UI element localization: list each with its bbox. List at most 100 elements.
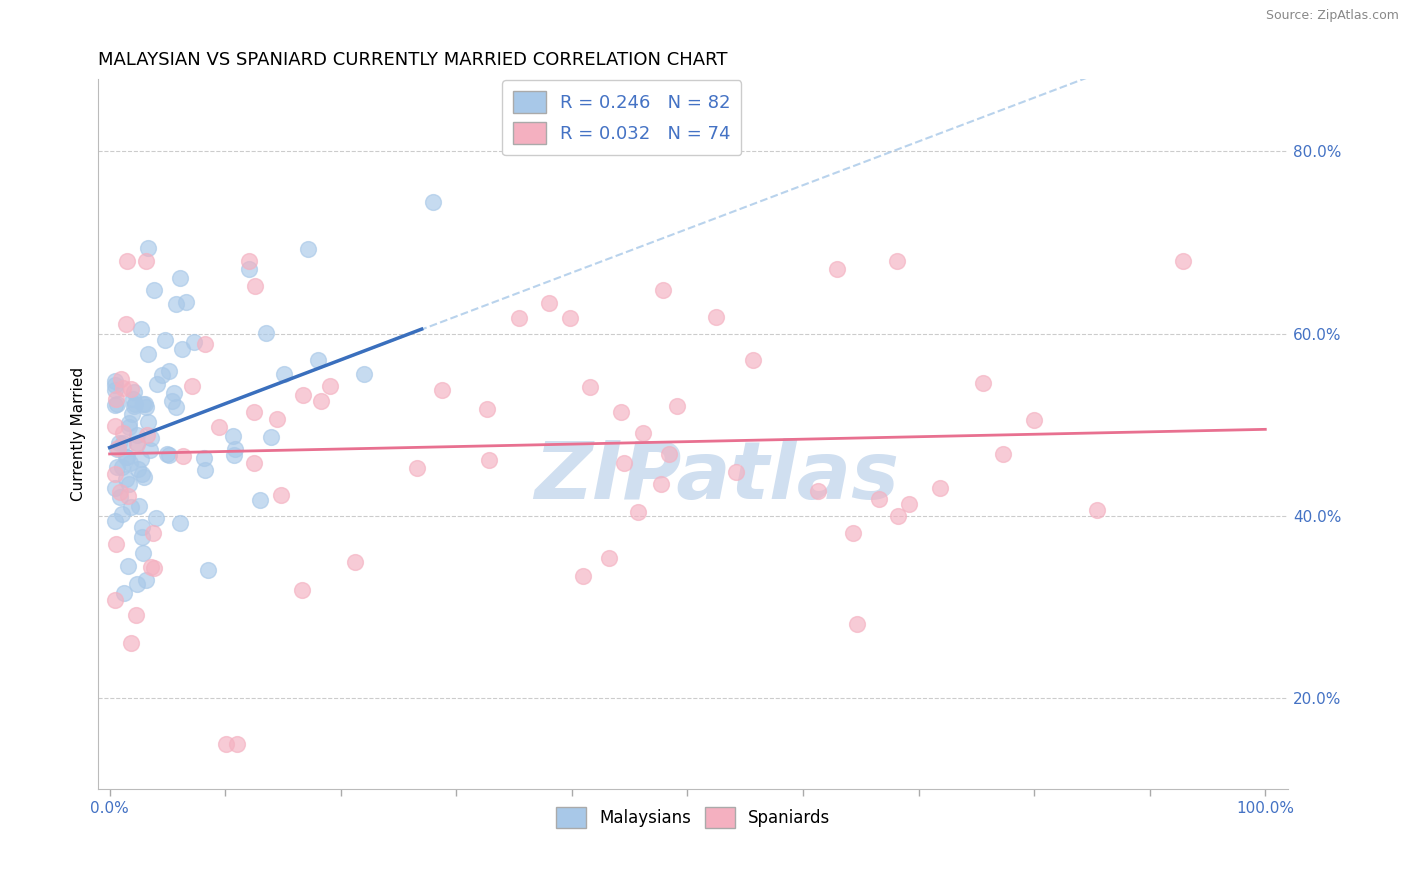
Point <box>478 453 501 467</box>
Point <box>104 378 127 392</box>
Point <box>112 585 135 599</box>
Point <box>111 460 134 475</box>
Point <box>122 392 145 406</box>
Point <box>353 368 375 382</box>
Point <box>475 401 498 416</box>
Point <box>135 400 157 414</box>
Point <box>665 399 688 413</box>
Point <box>249 492 271 507</box>
Point <box>128 499 150 513</box>
Point <box>146 377 169 392</box>
Point <box>166 297 188 311</box>
Point <box>238 253 260 268</box>
Point <box>136 241 159 255</box>
Text: Source: ZipAtlas.com: Source: ZipAtlas.com <box>1265 9 1399 22</box>
Point <box>270 487 292 501</box>
Point <box>254 326 277 340</box>
Point <box>558 310 581 325</box>
Point <box>652 283 675 297</box>
Point <box>897 497 920 511</box>
Point <box>122 399 145 413</box>
Point <box>156 447 179 461</box>
Point <box>704 310 727 324</box>
Point <box>121 500 143 514</box>
Point <box>110 372 132 386</box>
Point <box>208 420 231 434</box>
Point <box>110 507 132 521</box>
Point <box>598 550 620 565</box>
Text: MALAYSIAN VS SPANIARD CURRENTLY MARRIED CORRELATION CHART: MALAYSIAN VS SPANIARD CURRENTLY MARRIED … <box>98 51 727 69</box>
Point <box>991 447 1014 461</box>
Point <box>105 460 128 475</box>
Point <box>104 481 127 495</box>
Point <box>108 485 131 500</box>
Point <box>508 310 530 325</box>
Point <box>406 461 429 475</box>
Point <box>125 437 148 451</box>
Point <box>136 347 159 361</box>
Point <box>972 376 994 390</box>
Point <box>842 526 865 541</box>
Point <box>845 616 868 631</box>
Point <box>127 577 149 591</box>
Point <box>118 416 141 430</box>
Point <box>112 436 135 450</box>
Point <box>193 451 215 466</box>
Point <box>117 559 139 574</box>
Point <box>163 386 186 401</box>
Text: ZIPatlas: ZIPatlas <box>534 438 900 516</box>
Point <box>430 384 453 398</box>
Point <box>115 472 138 486</box>
Point <box>122 384 145 399</box>
Point <box>224 442 246 456</box>
Point <box>291 583 314 598</box>
Point <box>155 333 177 347</box>
Point <box>131 530 153 544</box>
Point <box>115 450 138 465</box>
Point <box>108 435 131 450</box>
Point <box>104 514 127 528</box>
Point <box>117 253 139 268</box>
Point <box>245 278 267 293</box>
Point <box>344 555 367 569</box>
Point <box>243 405 266 419</box>
Point <box>104 593 127 607</box>
Point <box>135 253 157 268</box>
Point <box>307 352 329 367</box>
Point <box>134 396 156 410</box>
Point <box>127 461 149 475</box>
Point <box>238 262 260 277</box>
Point <box>292 388 315 402</box>
Point <box>105 392 128 406</box>
Point <box>266 412 288 426</box>
Point <box>928 481 950 495</box>
Point <box>105 442 128 457</box>
Point <box>139 431 162 445</box>
Point <box>118 476 141 491</box>
Point <box>136 415 159 429</box>
Point <box>131 520 153 534</box>
Point <box>243 456 266 470</box>
Point <box>124 608 146 623</box>
Point <box>129 452 152 467</box>
Point <box>143 561 166 575</box>
Point <box>194 462 217 476</box>
Point <box>309 394 332 409</box>
Point <box>214 737 236 751</box>
Point <box>117 489 139 503</box>
Point <box>742 352 765 367</box>
Point <box>105 397 128 411</box>
Y-axis label: Currently Married: Currently Married <box>72 367 86 501</box>
Point <box>172 450 194 464</box>
Point <box>135 427 157 442</box>
Point <box>658 447 681 461</box>
Point <box>169 270 191 285</box>
Point <box>807 483 830 498</box>
Point <box>627 505 650 519</box>
Point <box>194 336 217 351</box>
Point <box>104 419 127 434</box>
Point <box>297 242 319 256</box>
Point <box>1087 503 1109 517</box>
Point <box>319 378 342 392</box>
Point <box>1171 253 1194 268</box>
